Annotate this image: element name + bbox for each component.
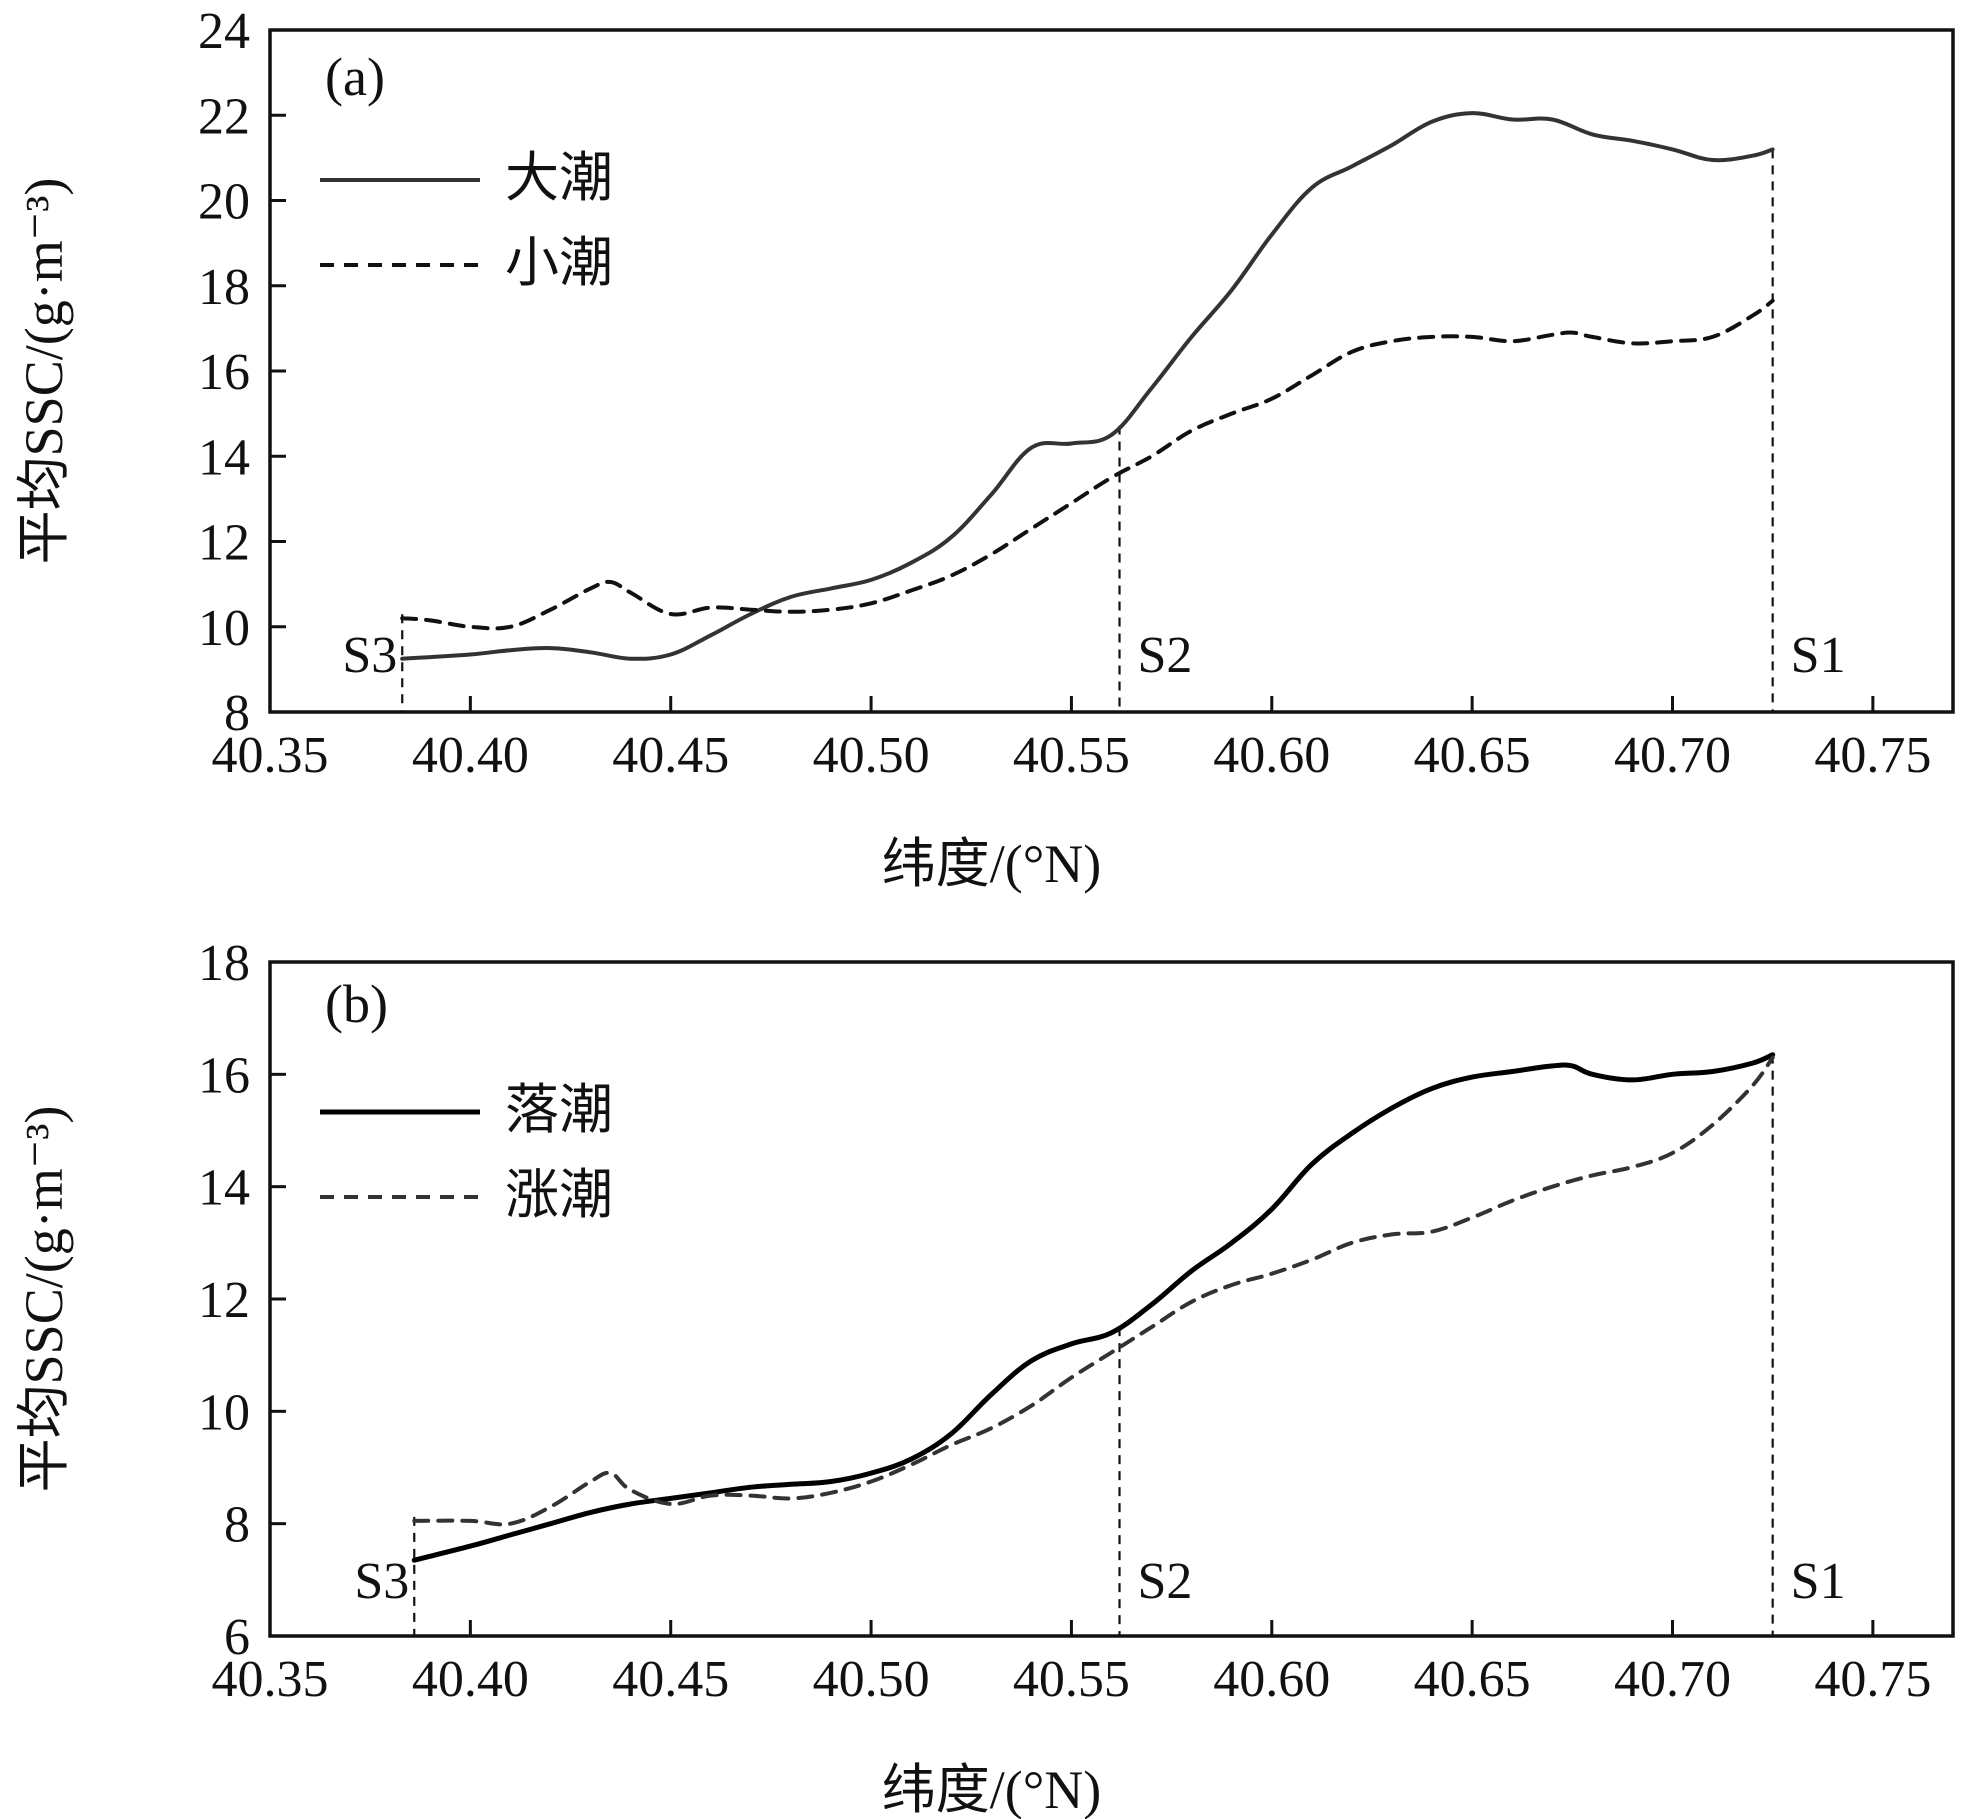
legend-label: 涨潮 <box>505 1165 613 1225</box>
series-line-solid <box>400 111 1775 661</box>
y-tick-label: 14 <box>198 1160 250 1217</box>
x-tick-label: 40.60 <box>1213 727 1330 784</box>
x-tick-label: 40.55 <box>1013 1651 1130 1708</box>
x-tick-label: 40.70 <box>1614 1651 1731 1708</box>
x-tick-label: 40.45 <box>612 727 729 784</box>
x-tick-label: 40.65 <box>1414 727 1531 784</box>
x-tick-label: 40.60 <box>1213 1651 1330 1708</box>
series-line-dashed <box>412 1055 1775 1527</box>
series-line-dashed <box>400 298 1775 631</box>
panel-label: (b) <box>325 974 388 1034</box>
x-tick-label: 40.55 <box>1013 727 1130 784</box>
y-tick-label: 12 <box>198 1272 250 1329</box>
y-tick-label: 8 <box>224 685 250 742</box>
legend-label: 落潮 <box>505 1080 613 1140</box>
x-tick-label: 40.70 <box>1614 727 1731 784</box>
x-tick-label: 40.50 <box>813 727 930 784</box>
x-axis-label: 纬度/(°N) <box>882 1760 1102 1819</box>
station-label-s3: S3 <box>354 1553 409 1610</box>
station-label-s3: S3 <box>342 627 397 684</box>
legend-label: 大潮 <box>505 148 613 208</box>
legend-label: 小潮 <box>505 233 613 293</box>
y-axis-label: 平均SSC/(g·m⁻³) <box>14 1106 74 1493</box>
y-tick-label: 8 <box>224 1497 250 1554</box>
x-tick-label: 40.75 <box>1814 1651 1931 1708</box>
panel-b: 40.35 40.40 40.45 40.50 40.55 40.60 40.65 40.70… <box>14 935 1955 1819</box>
x-tick-label: 40.40 <box>412 727 529 784</box>
plot-frame <box>268 960 1955 1638</box>
x-tick-label: 40.65 <box>1414 1651 1531 1708</box>
y-tick-label: 24 <box>198 3 250 60</box>
station-label-s1: S1 <box>1791 627 1846 684</box>
station-label-s1: S1 <box>1791 1553 1846 1610</box>
x-tick-label: 40.35 <box>212 1651 329 1708</box>
panel-label: (a) <box>325 47 385 107</box>
y-tick-label: 12 <box>198 515 250 572</box>
x-tick-label: 40.45 <box>612 1651 729 1708</box>
station-label-s2: S2 <box>1138 1553 1193 1610</box>
y-tick-label: 18 <box>198 935 250 992</box>
y-tick-label: 10 <box>198 1384 250 1441</box>
station-label-s2: S2 <box>1138 627 1193 684</box>
y-tick-label: 18 <box>198 259 250 316</box>
y-tick-label: 14 <box>198 429 250 486</box>
x-tick-label: 40.35 <box>212 727 329 784</box>
plot-frame <box>268 28 1955 714</box>
panel-a: 40.35 40.40 40.45 40.50 40.55 40.60 40.65 40.70… <box>14 3 1955 894</box>
x-tick-label: 40.50 <box>813 1651 930 1708</box>
x-tick-label: 40.75 <box>1814 727 1931 784</box>
y-tick-label: 16 <box>198 1047 250 1104</box>
y-tick-label: 22 <box>198 88 250 145</box>
series-line-solid <box>411 1052 1776 1563</box>
x-axis-label: 纬度/(°N) <box>882 834 1102 894</box>
y-tick-label: 20 <box>198 174 250 231</box>
y-axis-label: 平均SSC/(g·m⁻³) <box>14 178 74 565</box>
y-tick-label: 10 <box>198 600 250 657</box>
y-tick-label: 6 <box>224 1609 250 1666</box>
y-tick-label: 16 <box>198 344 250 401</box>
x-tick-label: 40.40 <box>412 1651 529 1708</box>
